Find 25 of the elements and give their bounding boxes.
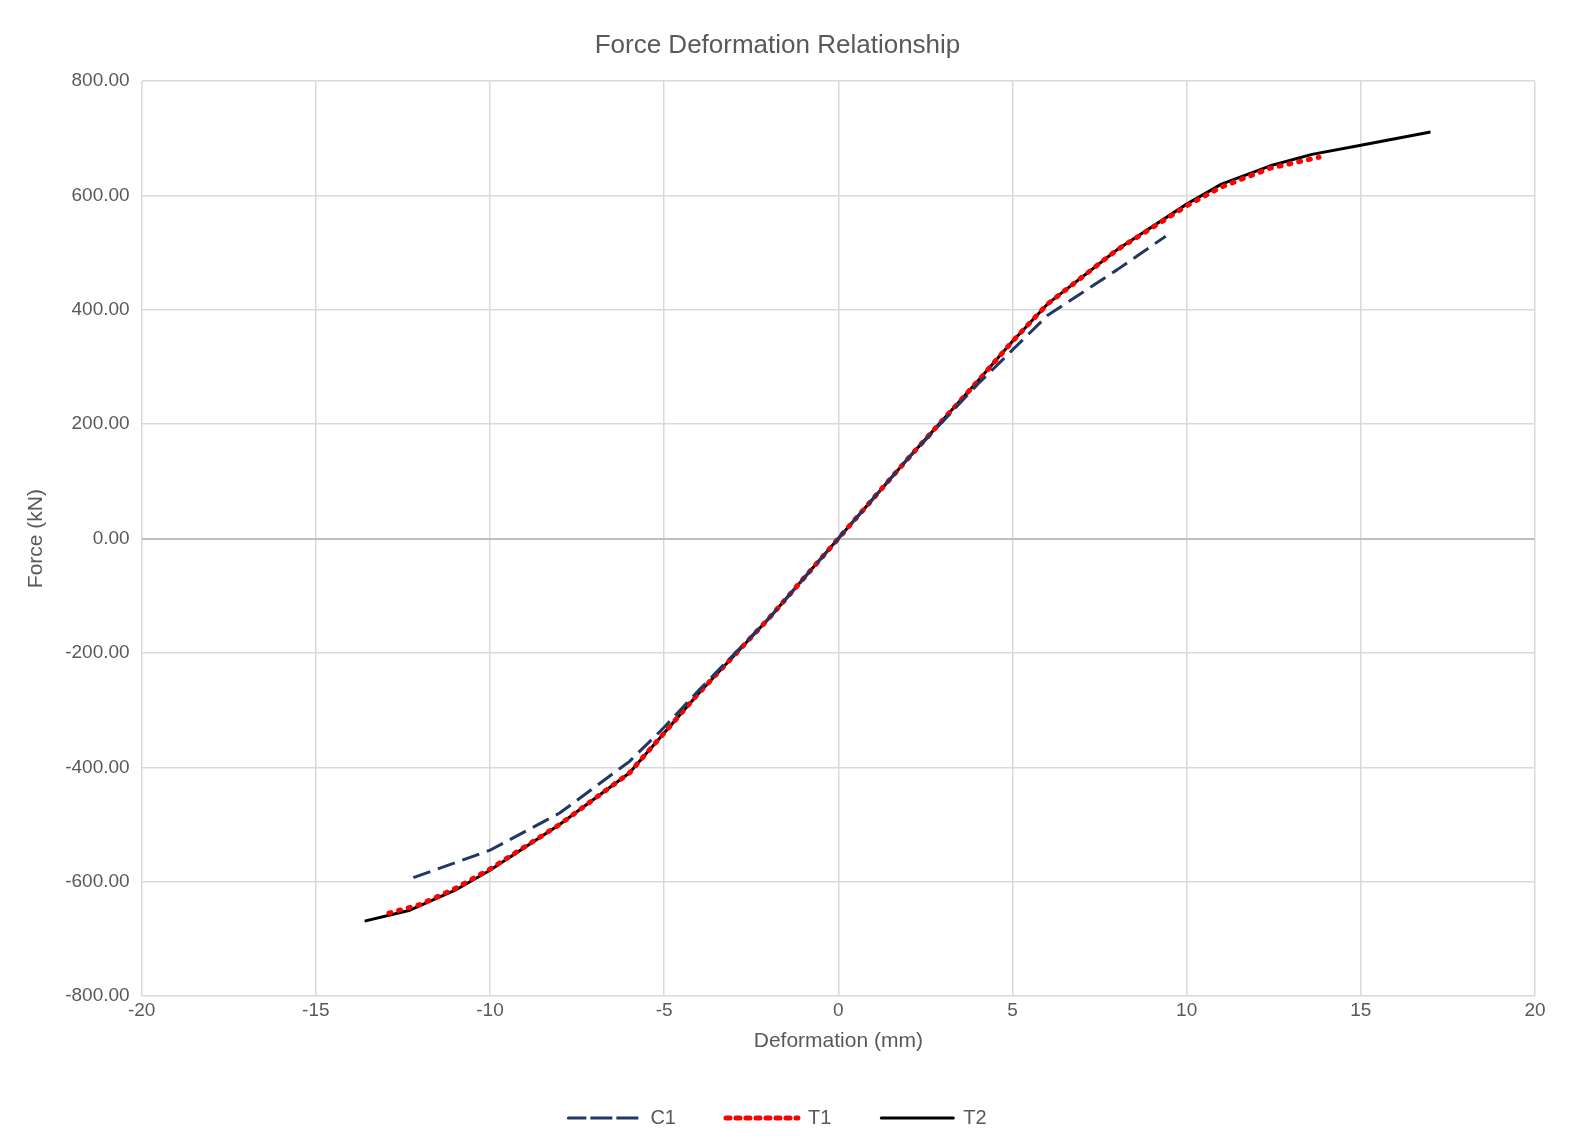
y-tick-label: -800.00 — [65, 984, 130, 1006]
x-tick-label: -15 — [302, 998, 330, 1020]
x-tick-label: 0 — [833, 998, 844, 1020]
legend-label: C1 — [650, 1105, 676, 1128]
line-series — [411, 234, 1168, 880]
x-tick-label: 5 — [1007, 998, 1018, 1020]
y-axis-title: Force (kN) — [23, 489, 47, 589]
y-tick-label: 0.00 — [92, 526, 130, 548]
x-tick-label: 15 — [1350, 998, 1372, 1020]
x-tick-label: -10 — [476, 998, 504, 1020]
y-tick-label: 800.00 — [71, 69, 130, 91]
y-tick-label: -200.00 — [65, 641, 130, 663]
x-tick-label: -20 — [127, 998, 156, 1020]
chart-title: Force Deformation Relationship — [594, 28, 961, 59]
x-tick-label: 10 — [1176, 998, 1198, 1020]
x-axis-title: Deformation (mm) — [753, 1028, 923, 1052]
y-tick-label: 200.00 — [71, 412, 130, 434]
y-tick-label: 600.00 — [71, 183, 130, 205]
x-tick-label: 20 — [1524, 998, 1546, 1020]
y-tick-label: -400.00 — [65, 755, 130, 777]
x-tick-label: -5 — [655, 998, 673, 1020]
y-tick-label: -600.00 — [65, 869, 130, 891]
legend-label: T1 — [807, 1105, 832, 1128]
legend-label: T2 — [963, 1105, 987, 1128]
y-tick-label: 400.00 — [71, 298, 130, 320]
